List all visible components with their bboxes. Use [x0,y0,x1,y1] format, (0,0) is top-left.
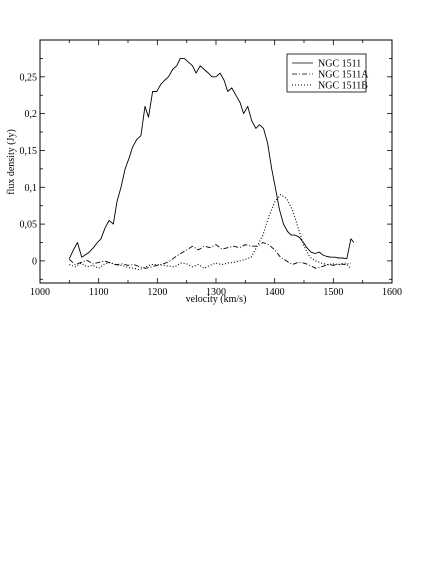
series-line-1 [69,242,352,269]
series-line-2 [69,194,352,271]
y-tick-label: 0,2 [25,109,38,120]
x-axis-title: velocity (km/s) [186,294,247,305]
x-tick-label: 1000 [30,287,50,298]
y-tick-label: 0,25 [20,72,38,83]
y-tick-label: 0,05 [20,220,38,231]
y-tick-label: 0,1 [25,183,38,194]
y-tick-label: 0,15 [20,146,38,157]
x-tick-label: 1300 [206,287,226,298]
series-layer [68,57,355,271]
legend: NGC 1511 NGC 1511A NGC 1511B [286,53,369,93]
legend-label-1: NGC 1511A [318,70,369,81]
legend-label-0: NGC 1511 [318,59,361,70]
x-tick-label: 1100 [89,287,109,298]
y-tick-label: 0 [32,256,37,267]
x-axis-ticks: 1000 1100 1200 1300 1400 1500 1600 [30,40,402,298]
y-axis-title: flux density (Jy) [6,129,17,195]
x-tick-label: 1600 [382,287,402,298]
series-line-0 [68,57,355,260]
x-tick-label: 1500 [323,287,343,298]
x-tick-label: 1200 [147,287,167,298]
legend-box [286,53,367,93]
y-axis-ticks: 0 0,05 0,1 0,15 0,2 0,25 [20,58,392,280]
legend-label-2: NGC 1511B [318,81,368,92]
x-tick-label: 1400 [265,287,285,298]
